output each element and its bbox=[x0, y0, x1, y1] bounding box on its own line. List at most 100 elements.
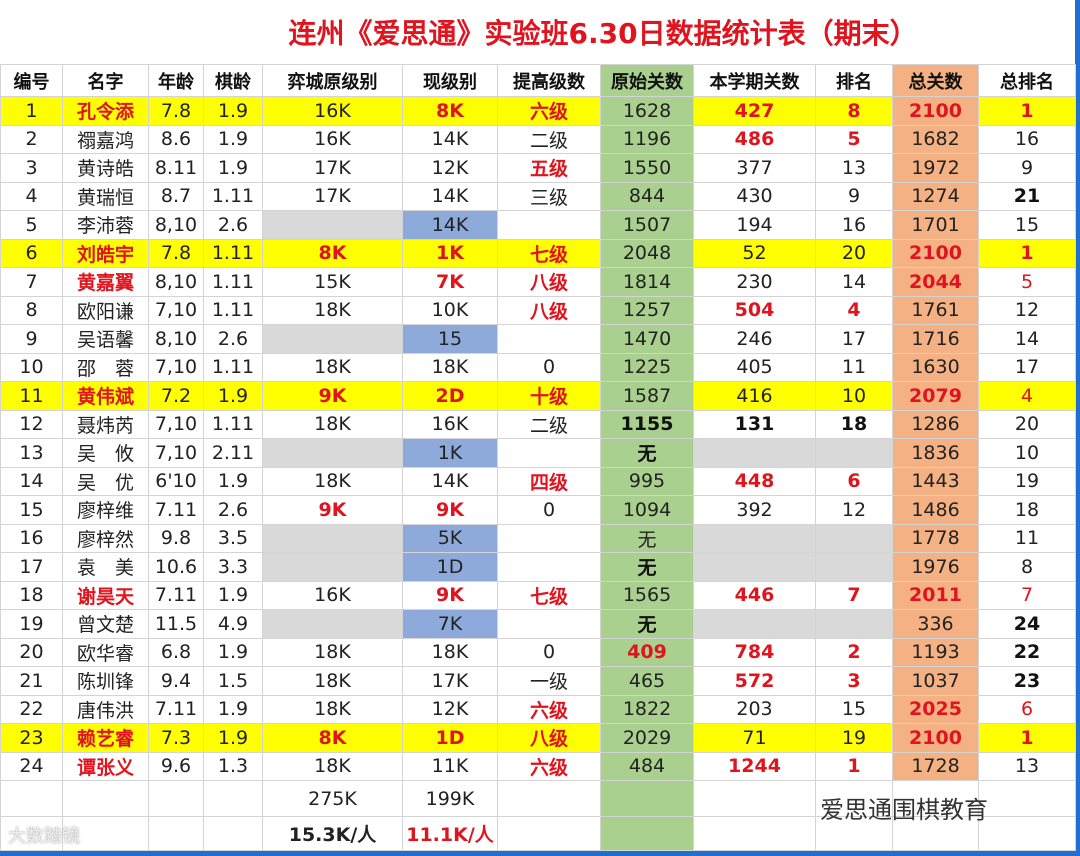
cell: 22 bbox=[977, 637, 1077, 667]
table-row: 18 谢昊天 7.11 1.9 16K 9K 七级 1565 446 7 2011 7 bbox=[0, 580, 1077, 610]
cell: 14K bbox=[402, 210, 498, 240]
cell: 1193 bbox=[892, 637, 979, 667]
cell: 131 bbox=[693, 409, 816, 439]
cell bbox=[497, 523, 601, 553]
cell: 16 bbox=[815, 210, 893, 240]
cell: 9K bbox=[402, 495, 498, 525]
cell: 8 bbox=[0, 295, 63, 325]
cell: 1.11 bbox=[203, 352, 263, 382]
cell: 7.8 bbox=[148, 238, 204, 268]
cell bbox=[497, 552, 601, 582]
cell: 19 bbox=[977, 466, 1077, 496]
cell: 7,10 bbox=[148, 409, 204, 439]
cell: 1.9 bbox=[203, 466, 263, 496]
table-row: 5 李沛蓉 8,10 2.6 14K 1507 194 16 1701 15 bbox=[0, 210, 1077, 240]
cell: 编号 bbox=[0, 64, 63, 97]
cell: 18 bbox=[815, 409, 893, 439]
cell: 原始关数 bbox=[600, 64, 694, 97]
cell: 六级 bbox=[497, 694, 601, 724]
watermark: 爱思通围棋教育 bbox=[820, 796, 988, 824]
cell: 1728 bbox=[892, 751, 979, 781]
cell: 本学期关数 bbox=[693, 64, 816, 97]
cell: 18K bbox=[262, 751, 403, 781]
cell: 聂炜芮 bbox=[62, 409, 149, 439]
cell: 17 bbox=[0, 552, 63, 582]
cell: 1.9 bbox=[203, 124, 263, 154]
cell: 一级 bbox=[497, 666, 601, 696]
cell bbox=[497, 780, 601, 817]
cell: 2029 bbox=[600, 723, 694, 753]
cell bbox=[693, 438, 816, 468]
cell: 8,10 bbox=[148, 267, 204, 297]
cell: 黄嘉翼 bbox=[62, 267, 149, 297]
cell: 7,10 bbox=[148, 352, 204, 382]
cell: 12K bbox=[402, 694, 498, 724]
table-row: 8 欧阳谦 7,10 1.11 18K 10K 八级 1257 504 4 1761 12 bbox=[0, 295, 1077, 325]
cell: 欧阳谦 bbox=[62, 295, 149, 325]
cell: 0 bbox=[497, 352, 601, 382]
cell: 1470 bbox=[600, 324, 694, 354]
table-row: 16 廖梓然 9.8 3.5 5K 无 1778 11 bbox=[0, 523, 1077, 553]
cell: 1682 bbox=[892, 124, 979, 154]
cell: 1D bbox=[402, 723, 498, 753]
cell: 1286 bbox=[892, 409, 979, 439]
cell: 7.3 bbox=[148, 723, 204, 753]
cell: 2025 bbox=[892, 694, 979, 724]
table-row: 2 禤嘉鸿 8.6 1.9 16K 14K 二级 1196 486 5 1682 16 bbox=[0, 124, 1077, 154]
cell: 2079 bbox=[892, 381, 979, 411]
cell: 无 bbox=[600, 438, 694, 468]
cell: 1D bbox=[402, 552, 498, 582]
cell: 谭张义 bbox=[62, 751, 149, 781]
cell: 1.11 bbox=[203, 295, 263, 325]
cell: 7,10 bbox=[148, 295, 204, 325]
cell: 7.8 bbox=[148, 96, 204, 126]
cell: 四级 bbox=[497, 466, 601, 496]
cell: 1.9 bbox=[203, 694, 263, 724]
cell: 1507 bbox=[600, 210, 694, 240]
cell: 1K bbox=[402, 238, 498, 268]
cell: 十级 bbox=[497, 381, 601, 411]
cell: 1 bbox=[977, 723, 1077, 753]
cell: 23 bbox=[0, 723, 63, 753]
table-row: 7 黄嘉翼 8,10 1.11 15K 7K 八级 1814 230 14 2044 5 bbox=[0, 267, 1077, 297]
cell: 1630 bbox=[892, 352, 979, 382]
cell bbox=[693, 816, 816, 851]
cell: 总排名 bbox=[977, 64, 1077, 97]
table-row: 6 刘皓宇 7.8 1.11 8K 1K 七级 2048 52 20 2100 1 bbox=[0, 238, 1077, 268]
cell: 8.6 bbox=[148, 124, 204, 154]
cell: 10 bbox=[0, 352, 63, 382]
cell: 18K bbox=[262, 352, 403, 382]
cell bbox=[815, 552, 893, 582]
cell: 3 bbox=[815, 666, 893, 696]
cell bbox=[815, 609, 893, 639]
cell: 1587 bbox=[600, 381, 694, 411]
cell: 14 bbox=[977, 324, 1077, 354]
cell bbox=[262, 552, 403, 582]
cell: 7 bbox=[977, 580, 1077, 610]
cell: 22 bbox=[0, 694, 63, 724]
cell: 504 bbox=[693, 295, 816, 325]
table-row: 12 聂炜芮 7,10 1.11 18K 16K 二级 1155 131 18 1286 20 bbox=[0, 409, 1077, 439]
cell: 19 bbox=[815, 723, 893, 753]
cell bbox=[262, 438, 403, 468]
cell: 1716 bbox=[892, 324, 979, 354]
cell: 孔令添 bbox=[62, 96, 149, 126]
cell: 9 bbox=[815, 181, 893, 211]
cell: 陈圳锋 bbox=[62, 666, 149, 696]
cell bbox=[892, 816, 979, 851]
table-row: 1 孔令添 7.8 1.9 16K 8K 六级 1628 427 8 2100 1 bbox=[0, 96, 1077, 126]
cell: 7K bbox=[402, 267, 498, 297]
cell: 14 bbox=[815, 267, 893, 297]
cell: 黄瑞恒 bbox=[62, 181, 149, 211]
cell bbox=[148, 780, 204, 817]
cell: 二级 bbox=[497, 124, 601, 154]
cell: 无 bbox=[600, 609, 694, 639]
cell: 18K bbox=[262, 637, 403, 667]
table-row: 23 赖艺睿 7.3 1.9 8K 1D 八级 2029 71 19 2100 1 bbox=[0, 723, 1077, 753]
cell: 七级 bbox=[497, 580, 601, 610]
cell: 2048 bbox=[600, 238, 694, 268]
cell: 9.6 bbox=[148, 751, 204, 781]
cell: 16 bbox=[0, 523, 63, 553]
cell: 17 bbox=[977, 352, 1077, 382]
cell: 4 bbox=[0, 181, 63, 211]
